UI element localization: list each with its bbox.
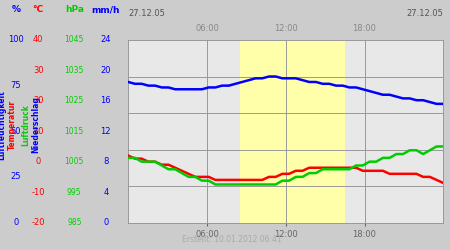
Text: 12:00: 12:00 [274,24,297,33]
Text: Temperatur: Temperatur [8,100,17,150]
Text: -20: -20 [32,218,45,227]
Text: 10: 10 [33,127,44,136]
Text: %: % [11,6,20,15]
Text: °C: °C [33,6,44,15]
Bar [240,40,292,222]
Text: 75: 75 [10,81,21,90]
Text: 20: 20 [33,96,44,105]
Text: 8: 8 [103,157,108,166]
Bar [292,40,345,222]
Text: 16: 16 [100,96,111,105]
Text: 1005: 1005 [64,157,84,166]
Text: 4: 4 [103,188,108,196]
Text: 100: 100 [8,36,23,44]
Text: 30: 30 [33,66,44,75]
Text: 50: 50 [10,127,21,136]
Text: 1015: 1015 [65,127,84,136]
Text: 1035: 1035 [64,66,84,75]
Text: 24: 24 [100,36,111,44]
Text: Luftfeuchtigkeit: Luftfeuchtigkeit [0,90,6,160]
Text: -10: -10 [32,188,45,196]
Text: 0: 0 [13,218,18,227]
Text: 18:00: 18:00 [352,24,377,33]
Text: Niederschlag: Niederschlag [32,96,40,154]
Text: 0: 0 [103,218,108,227]
Text: 1025: 1025 [65,96,84,105]
Text: 995: 995 [67,188,81,196]
Text: hPa: hPa [65,6,84,15]
Text: mm/h: mm/h [91,6,120,15]
Text: 1045: 1045 [64,36,84,44]
Text: Erstellt: 10.01.2012 06:41: Erstellt: 10.01.2012 06:41 [182,235,282,244]
Text: 06:00: 06:00 [195,24,219,33]
Text: 20: 20 [100,66,111,75]
Text: 985: 985 [67,218,81,227]
Text: 12: 12 [100,127,111,136]
Text: 0: 0 [36,157,41,166]
Text: 25: 25 [10,172,21,182]
Text: Luftdruck: Luftdruck [21,104,30,146]
Text: 27.12.05: 27.12.05 [128,10,165,18]
Text: 40: 40 [33,36,44,44]
Text: 27.12.05: 27.12.05 [406,10,443,18]
